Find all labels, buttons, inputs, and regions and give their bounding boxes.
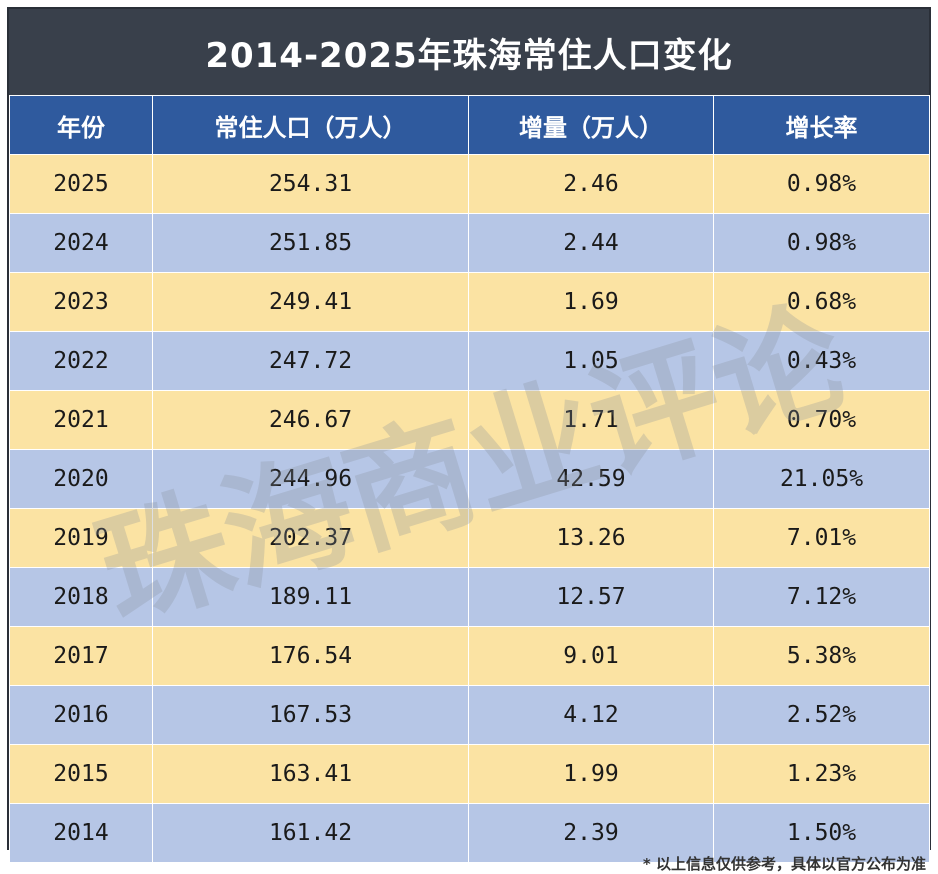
cell-growth-rate: 0.98% [713,154,930,214]
cell-year: 2017 [9,626,153,686]
cell-increase: 1.05 [468,331,714,391]
cell-increase: 2.46 [468,154,714,214]
table-row: 2016 167.53 4.12 2.52% [9,685,930,745]
table-frame: 2014-2025年珠海常住人口变化 年份 常住人口（万人） 增量（万人） 增长… [7,7,931,863]
cell-increase: 42.59 [468,449,714,509]
cell-increase: 1.69 [468,272,714,332]
cell-year: 2025 [9,154,153,214]
cell-growth-rate: 0.43% [713,331,930,391]
cell-population: 176.54 [152,626,469,686]
cell-population: 247.72 [152,331,469,391]
cell-year: 2018 [9,567,153,627]
cell-growth-rate: 0.70% [713,390,930,450]
cell-population: 246.67 [152,390,469,450]
table-row: 2020 244.96 42.59 21.05% [9,449,930,509]
cell-growth-rate: 5.38% [713,626,930,686]
cell-increase: 13.26 [468,508,714,568]
cell-increase: 1.99 [468,744,714,804]
table-row: 2025 254.31 2.46 0.98% [9,154,930,214]
cell-population: 189.11 [152,567,469,627]
cell-increase: 2.39 [468,803,714,863]
cell-year: 2023 [9,272,153,332]
cell-year: 2024 [9,213,153,273]
cell-population: 244.96 [152,449,469,509]
cell-growth-rate: 1.50% [713,803,930,863]
cell-growth-rate: 21.05% [713,449,930,509]
table-row: 2021 246.67 1.71 0.70% [9,390,930,450]
cell-year: 2015 [9,744,153,804]
cell-increase: 4.12 [468,685,714,745]
cell-year: 2020 [9,449,153,509]
table-row: 2017 176.54 9.01 5.38% [9,626,930,686]
cell-growth-rate: 0.98% [713,213,930,273]
cell-population: 161.42 [152,803,469,863]
table-row: 2019 202.37 13.26 7.01% [9,508,930,568]
cell-growth-rate: 1.23% [713,744,930,804]
column-header-increase: 增量（万人） [468,95,714,155]
cell-increase: 9.01 [468,626,714,686]
page-title: 2014-2025年珠海常住人口变化 [9,9,929,95]
cell-year: 2021 [9,390,153,450]
cell-growth-rate: 7.12% [713,567,930,627]
cell-population: 202.37 [152,508,469,568]
table-row: 2018 189.11 12.57 7.12% [9,567,930,627]
cell-year: 2016 [9,685,153,745]
cell-population: 251.85 [152,213,469,273]
cell-population: 254.31 [152,154,469,214]
cell-increase: 1.71 [468,390,714,450]
column-header-population: 常住人口（万人） [152,95,469,155]
table-row: 2015 163.41 1.99 1.23% [9,744,930,804]
table-row: 2022 247.72 1.05 0.43% [9,331,930,391]
column-header-growth-rate: 增长率 [713,95,930,155]
cell-growth-rate: 2.52% [713,685,930,745]
cell-year: 2022 [9,331,153,391]
table-row: 2024 251.85 2.44 0.98% [9,213,930,273]
header-row: 年份 常住人口（万人） 增量（万人） 增长率 [9,95,930,155]
cell-population: 249.41 [152,272,469,332]
population-table: 年份 常住人口（万人） 增量（万人） 增长率 2025 254.31 2.46 0.9… [9,95,930,863]
cell-increase: 2.44 [468,213,714,273]
cell-growth-rate: 0.68% [713,272,930,332]
cell-population: 167.53 [152,685,469,745]
column-header-year: 年份 [9,95,153,155]
footnote: * 以上信息仅供参考，具体以官方公布为准 [642,855,926,873]
cell-population: 163.41 [152,744,469,804]
table-row: 2023 249.41 1.69 0.68% [9,272,930,332]
cell-growth-rate: 7.01% [713,508,930,568]
cell-year: 2019 [9,508,153,568]
cell-year: 2014 [9,803,153,863]
table-row: 2014 161.42 2.39 1.50% [9,803,930,863]
cell-increase: 12.57 [468,567,714,627]
